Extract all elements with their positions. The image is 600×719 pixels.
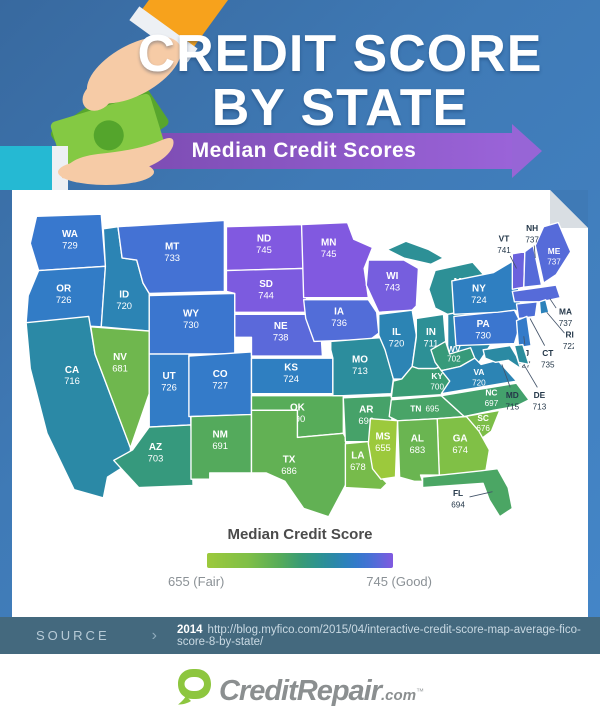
trademark: ™ — [416, 686, 425, 696]
state-al: AL 683 — [396, 417, 440, 482]
brand-name: CreditRepair — [218, 674, 382, 707]
state-wa: WA 729 — [29, 213, 107, 272]
state-ne: NE 738 — [234, 313, 324, 357]
state-sd: SD 744 — [225, 267, 309, 313]
creditrepair-logo: CreditRepair .com ™ — [176, 668, 424, 706]
legend-max-label: 745 (Good) — [366, 574, 432, 589]
banner-label: Median Credit Scores — [191, 139, 417, 162]
legend: Median Credit Score 655 (Fair) 745 (Good… — [12, 526, 588, 589]
map-card: WA 729 OR 726 CA 716 ID 720 NV 681 UT 726 AZ 70… — [12, 190, 588, 617]
state-de: DE 713 — [513, 343, 547, 411]
state-ks: KS 724 — [250, 357, 334, 395]
brand-suffix: .com — [381, 686, 417, 704]
state-or: OR 726 — [26, 265, 107, 328]
state-pa: PA 730 — [453, 309, 522, 347]
state-me: ME 737 — [534, 221, 572, 284]
state-wi: WI 743 — [365, 259, 420, 313]
title-line-2: BY STATE — [211, 79, 469, 137]
state-nm: NM 691 — [190, 413, 253, 480]
money-exchange-illustration — [0, 0, 250, 190]
source-year: 2014 — [176, 623, 203, 636]
state-nv: NV 681 — [90, 326, 150, 449]
footer: CreditRepair .com ™ — [0, 654, 600, 719]
state-nd: ND 745 — [225, 223, 305, 272]
state-ct: CT 735 — [515, 301, 555, 370]
state-co: CO 727 — [188, 351, 253, 418]
title-line-1: CREDIT SCORE — [137, 25, 543, 83]
source-separator-icon: › — [151, 626, 157, 644]
creditrepair-logo-icon — [177, 668, 211, 705]
state-md: MD 715 — [482, 344, 522, 411]
state-ms: MS 655 — [367, 417, 399, 480]
state-nh: NH 737 — [523, 223, 543, 288]
state-ri: RI722 — [538, 299, 574, 351]
state-mt: MT 733 — [117, 219, 226, 295]
header: Median Credit Scores CREDIT SCORE BY STA… — [0, 0, 600, 190]
us-credit-score-map: WA 729 OR 726 CA 716 ID 720 NV 681 UT 726 AZ 70… — [26, 213, 574, 518]
folded-corner — [550, 190, 588, 228]
legend-title: Median Credit Score — [227, 526, 373, 543]
source-url[interactable]: http://blog.myfico.com/2015/04/interacti… — [176, 623, 581, 648]
state-ga: GA 674 — [436, 415, 491, 476]
state-mn: MN 745 — [300, 221, 374, 299]
source-label: SOURCE — [36, 628, 110, 643]
source-bar: SOURCE › 2014 http://blog.myfico.com/2015… — [0, 617, 600, 654]
state-ut: UT 726 — [148, 353, 192, 428]
svg-text:RI722: RI722 — [563, 329, 574, 350]
state-tx: TX 686 — [250, 409, 349, 518]
state-ia: IA 736 — [302, 299, 380, 343]
state-wy: WY 730 — [148, 292, 236, 355]
state-fl: FL 694 — [421, 468, 513, 518]
legend-min-label: 655 (Fair) — [168, 574, 225, 589]
legend-gradient-bar — [207, 553, 393, 568]
state-ma: MA 737 — [511, 284, 573, 328]
page-title: CREDIT SCORE BY STATE — [110, 28, 570, 134]
